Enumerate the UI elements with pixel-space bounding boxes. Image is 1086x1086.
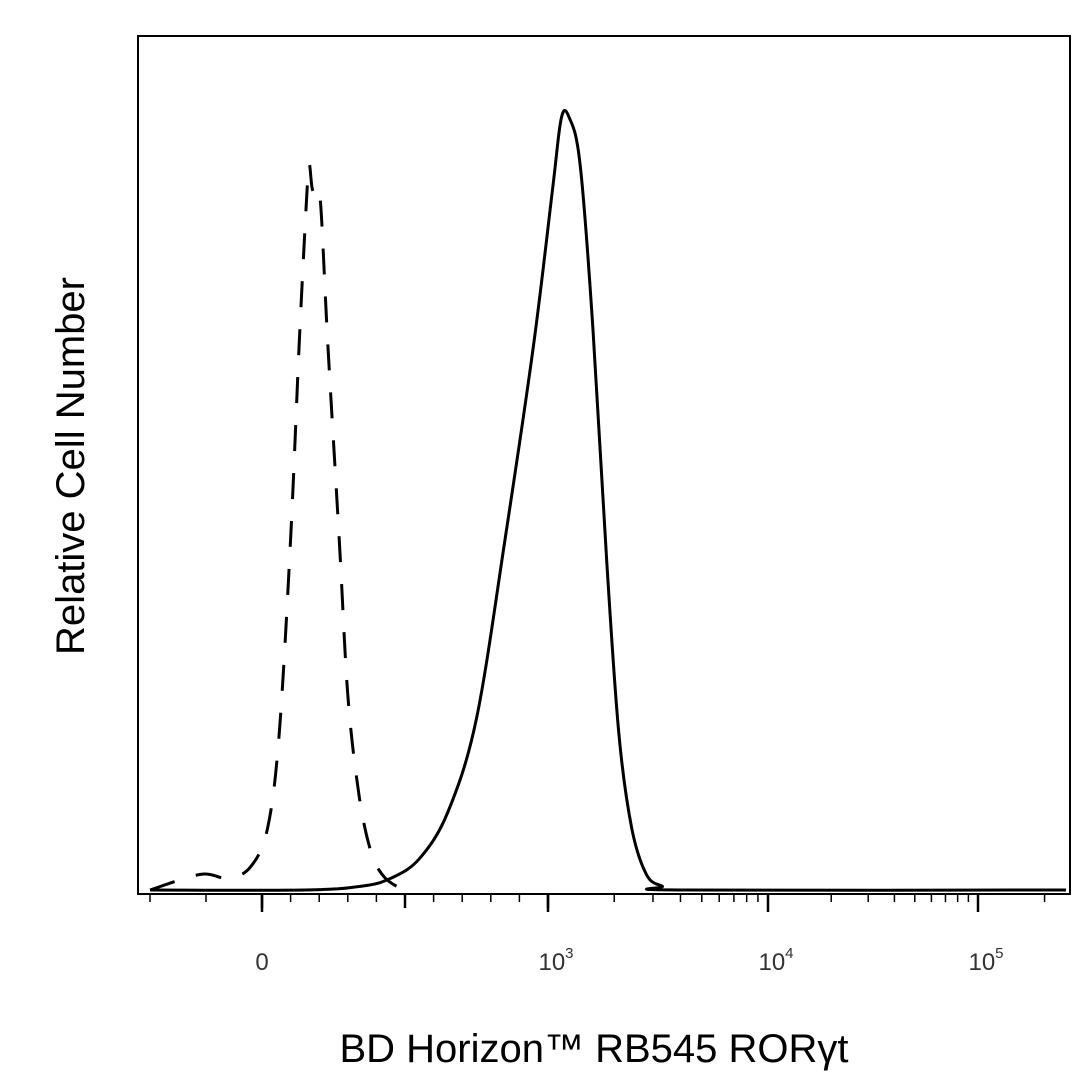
x-tick-labels: 0 103 104 105 — [255, 945, 1003, 976]
x-tick-label: 0 — [255, 949, 268, 976]
series-layer — [149, 108, 1067, 892]
series-dashed-line — [149, 163, 414, 892]
x-axis-label: BD Horizon™ RB545 RORγt — [339, 1027, 848, 1071]
x-tick-label: 105 — [968, 945, 1003, 976]
plot-frame — [137, 35, 1071, 895]
x-tick-label: 103 — [538, 945, 573, 976]
series-solid-line — [149, 108, 1067, 892]
x-tick-label: 104 — [758, 945, 793, 976]
x-axis-ticks — [149, 894, 1046, 912]
y-axis-label: Relative Cell Number — [49, 277, 93, 655]
